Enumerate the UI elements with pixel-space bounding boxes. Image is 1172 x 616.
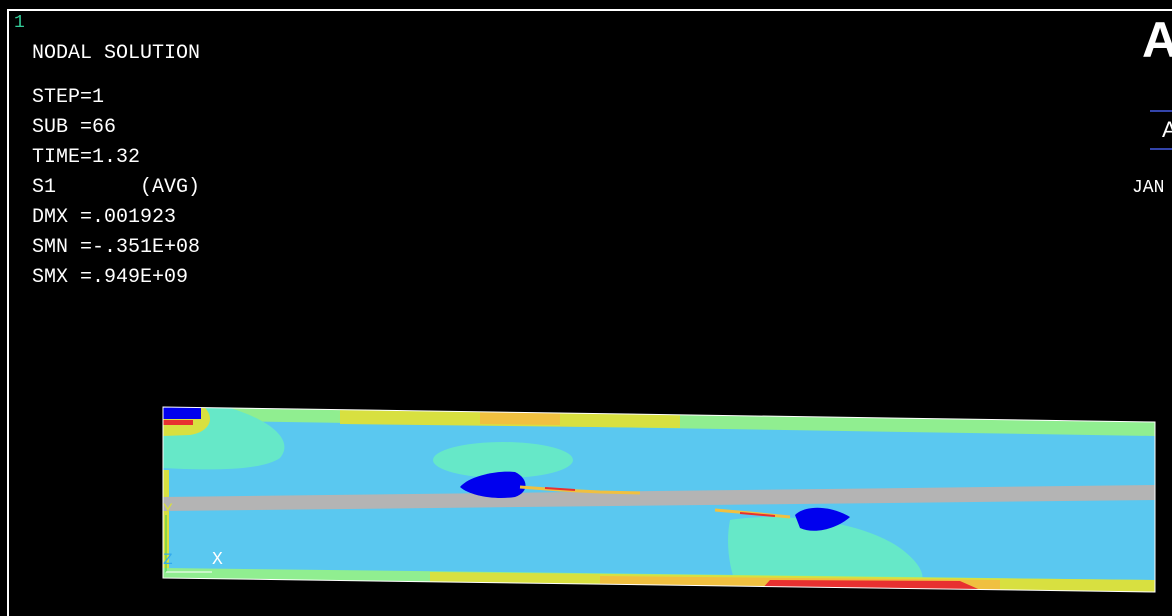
stat-dmx: DMX =.001923: [32, 206, 177, 229]
stat-step: STEP=1: [32, 86, 105, 109]
triad-z-label: Z: [163, 551, 173, 569]
contour-corner-red: [163, 420, 193, 425]
contour-top-orange-band: [480, 412, 560, 425]
graphics-frame-border: [7, 9, 1172, 616]
contour-crack-tip-right: [795, 507, 850, 531]
contour-crack-path-left-red: [544, 487, 576, 491]
ansys-badge-letter: A: [1162, 117, 1172, 142]
plot-title: NODAL SOLUTION: [32, 42, 201, 65]
contour-lower-aqua-zone: [728, 517, 923, 592]
stat-time: TIME=1.32: [32, 146, 141, 169]
contour-upper-aqua-zone: [433, 442, 573, 478]
stat-result-item: S1 (AVG): [32, 176, 201, 199]
contour-crack-path-right-red: [739, 512, 776, 517]
ansys-logo-letter: A: [1142, 12, 1172, 68]
contour-bottom-red-band: [760, 580, 985, 592]
contour-corner-blue: [163, 407, 201, 419]
window-number: 1: [14, 13, 25, 33]
stat-smn: SMN =-.351E+08: [32, 236, 201, 259]
contour-interface-band: [163, 485, 1155, 511]
date-label: JAN: [1132, 178, 1165, 198]
triad-y-label: Y: [163, 501, 173, 519]
stat-smx: SMX =.949E+09: [32, 266, 189, 289]
stat-substep: SUB =66: [32, 116, 117, 139]
beam-contours: [163, 407, 1155, 592]
contour-crack-path-left: [519, 485, 641, 495]
contour-crack-tip-left: [460, 471, 526, 498]
ansys-badge: [1150, 110, 1172, 150]
triad-x-label: X: [212, 550, 223, 570]
beam-outline: [162, 406, 1156, 593]
